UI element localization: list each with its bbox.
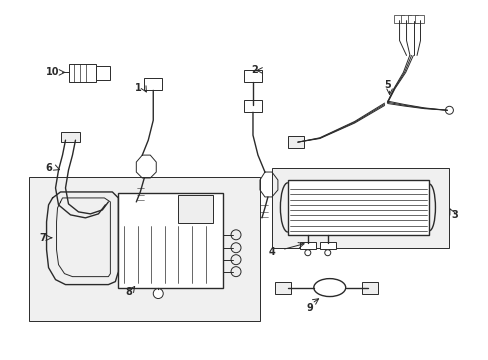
Text: 7: 7 bbox=[39, 233, 46, 243]
Circle shape bbox=[230, 230, 241, 240]
Bar bbox=[96, 67, 110, 80]
Bar bbox=[68, 64, 96, 82]
Circle shape bbox=[445, 106, 452, 114]
Bar bbox=[319, 242, 335, 249]
Bar bbox=[61, 132, 81, 142]
Text: 1: 1 bbox=[135, 84, 142, 93]
Bar bbox=[244, 100, 262, 112]
Circle shape bbox=[153, 289, 163, 298]
Text: 5: 5 bbox=[384, 80, 390, 90]
Bar bbox=[287, 136, 303, 148]
Text: 8: 8 bbox=[124, 287, 131, 297]
Circle shape bbox=[304, 250, 310, 256]
Bar bbox=[287, 180, 428, 235]
Text: 2: 2 bbox=[251, 66, 258, 76]
Bar bbox=[271, 168, 448, 248]
Circle shape bbox=[324, 250, 330, 256]
Bar bbox=[274, 282, 290, 293]
Bar bbox=[118, 193, 223, 288]
Bar bbox=[178, 195, 213, 223]
Bar bbox=[100, 198, 116, 208]
Circle shape bbox=[230, 255, 241, 265]
Bar bbox=[414, 15, 424, 23]
Text: 9: 9 bbox=[306, 302, 312, 312]
Text: 3: 3 bbox=[450, 210, 457, 220]
Text: 4: 4 bbox=[268, 247, 275, 257]
Text: 10: 10 bbox=[46, 67, 59, 77]
Circle shape bbox=[230, 267, 241, 276]
Bar bbox=[407, 15, 417, 23]
Bar bbox=[299, 242, 315, 249]
Ellipse shape bbox=[313, 279, 345, 297]
Bar bbox=[361, 282, 377, 293]
Bar bbox=[244, 71, 262, 82]
Bar bbox=[29, 177, 260, 321]
Text: 6: 6 bbox=[45, 163, 52, 173]
Bar bbox=[400, 15, 410, 23]
Bar bbox=[393, 15, 403, 23]
Bar bbox=[144, 78, 162, 90]
Circle shape bbox=[230, 243, 241, 253]
